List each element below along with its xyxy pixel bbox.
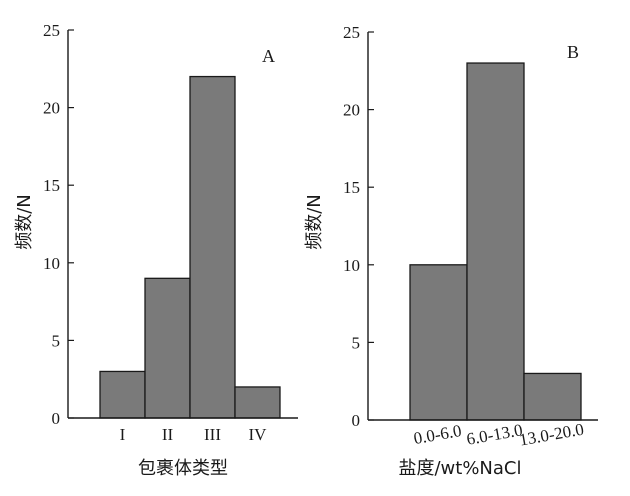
panel-b-axes — [367, 32, 598, 421]
panel-b-x-tick-label-2: 6.0-13.0 — [465, 420, 524, 449]
panel-a-bar-4 — [234, 386, 281, 419]
panel-a-x-tick-labels: I II III IV — [120, 425, 268, 444]
panel-a-x-tick-label-3: III — [204, 425, 221, 444]
panel-a-y-tick-label-10: 10 — [43, 254, 60, 273]
panel-a-y-tick-label-15: 15 — [43, 176, 60, 195]
panel-b: 0 5 10 15 20 25 0.0-6.0 6.0-13.013.0-20.0 B 频数… — [304, 23, 598, 479]
panel-b-y-tick-label-20: 20 — [343, 101, 360, 120]
panel-b-bar-2 — [466, 62, 525, 421]
panel-b-y-tick-label-5: 5 — [352, 333, 361, 352]
panel-a-bars — [99, 75, 281, 419]
panel-a-bar-3 — [189, 75, 236, 419]
panel-a-y-ticks: 0 5 10 15 20 25 — [43, 21, 74, 428]
panel-a-bar-2 — [144, 277, 191, 419]
panel-b-y-tick-label-0: 0 — [352, 411, 361, 430]
panel-a-letter: A — [262, 46, 275, 66]
panel-b-bars — [409, 62, 582, 421]
panel-b-y-axis-title: 频数/N — [304, 194, 325, 250]
panel-b-x-tick-label-1: 0.0-6.0 — [412, 421, 463, 448]
panel-b-x-tick-labels: 0.0-6.0 6.0-13.013.0-20.0 — [412, 420, 585, 450]
panel-b-y-tick-label-15: 15 — [343, 178, 360, 197]
panel-b-y-ticks: 0 5 10 15 20 25 — [343, 23, 374, 430]
panel-b-x-axis-title: 盐度/wt%NaCl — [398, 458, 521, 479]
panel-a-x-tick-label-1: I — [120, 425, 126, 444]
panel-b-x-tick-label-3: 13.0-20.0 — [518, 420, 585, 450]
panel-b-bar-1 — [409, 264, 468, 421]
panel-a-y-tick-label-25: 25 — [43, 21, 60, 40]
panel-b-bar-3 — [523, 372, 582, 421]
panel-a-x-tick-label-2: II — [162, 425, 174, 444]
panel-a-x-axis-title: 包裹体类型 — [138, 458, 228, 479]
panel-a-x-tick-label-4: IV — [249, 425, 268, 444]
panel-a-y-tick-label-20: 20 — [43, 99, 60, 118]
panel-a-axes — [67, 30, 298, 419]
panel-b-y-tick-label-25: 25 — [343, 23, 360, 42]
panel-b-y-tick-label-10: 10 — [343, 256, 360, 275]
panel-a-y-axis-title: 频数/N — [14, 194, 35, 250]
panel-a-bar-1 — [99, 370, 146, 419]
panel-b-letter: B — [567, 42, 579, 62]
panel-a-y-tick-label-0: 0 — [52, 409, 61, 428]
panel-a-y-tick-label-5: 5 — [52, 331, 61, 350]
